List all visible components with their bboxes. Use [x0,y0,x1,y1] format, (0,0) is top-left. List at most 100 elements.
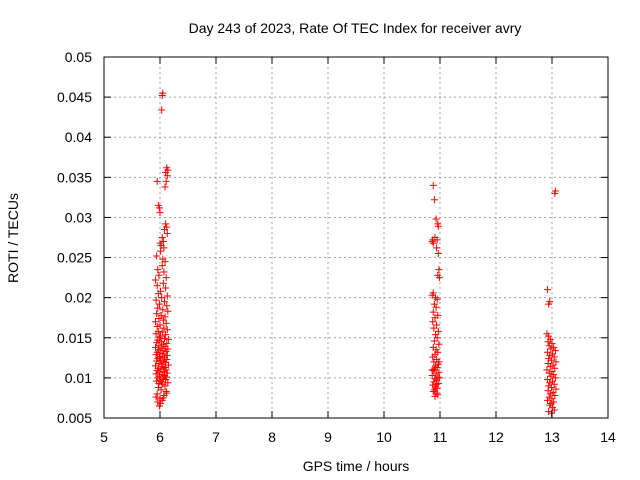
data-point [545,332,553,340]
data-point [547,345,555,353]
data-point [430,300,438,308]
data-point [155,271,163,279]
data-point [160,244,168,252]
data-point [546,379,554,387]
data-point [430,196,438,204]
y-tick-label: 0.045 [57,89,92,105]
data-point [162,220,170,228]
x-tick-label: 9 [324,429,332,445]
data-point [158,92,166,100]
y-tick-label: 0.03 [65,209,92,225]
data-point [159,306,167,314]
data-point [155,380,163,388]
data-point [157,247,165,255]
data-point [547,372,555,380]
data-point [435,358,443,366]
x-tick-label: 13 [544,429,560,445]
x-tick-label: 7 [212,429,220,445]
data-point [433,295,441,303]
data-point [158,106,166,114]
data-point [161,382,169,390]
data-point [163,302,171,310]
grid [104,57,608,418]
data-point [545,300,553,308]
data-point [153,390,161,398]
data-point [433,236,441,244]
data-point [431,375,439,383]
data-point [161,313,169,321]
data-point [435,374,443,382]
data-point [544,338,552,346]
x-tick-label: 11 [433,429,448,445]
data-point [432,303,440,311]
y-tick-label: 0.015 [57,330,92,346]
data-point [546,351,554,359]
data-point [162,319,170,327]
chart-title: Day 243 of 2023, Rate Of TEC Index for r… [189,20,522,36]
data-point [162,177,170,185]
data-point [152,276,160,284]
data-point [163,326,171,334]
data-point [161,183,169,191]
data-point [548,395,556,403]
y-axis-label: ROTI / TECUs [5,193,21,283]
data-point [154,290,162,298]
data-point [428,238,436,246]
data-points [152,89,560,417]
data-point [164,335,172,343]
x-tick-label: 14 [600,429,616,445]
data-point [153,282,161,290]
data-point [432,389,440,397]
data-point [160,225,168,233]
data-point [153,252,161,260]
data-point [164,307,172,315]
data-point [152,393,160,401]
data-point [159,279,167,287]
y-tick-label: 0.035 [57,169,92,185]
data-point [433,244,441,252]
data-point [547,400,555,408]
data-point [429,308,437,316]
data-point [155,204,163,212]
x-tick-labels: 5 6 7 8 9 10 11 12 13 14 [100,429,616,445]
data-point [428,366,436,374]
data-point [435,266,443,274]
y-tick-label: 0.02 [65,290,92,306]
data-point [429,318,437,326]
data-point [159,238,167,246]
data-point [432,362,440,370]
data-point [430,386,438,394]
data-point [153,310,161,318]
data-point [433,380,441,388]
data-point [152,296,160,304]
y-tick-label: 0.01 [65,370,92,386]
data-point [153,323,161,331]
data-point [163,339,171,347]
data-point [155,315,163,323]
data-point [155,300,163,308]
data-point [155,372,163,380]
x-tick-label: 12 [488,429,504,445]
data-point [163,172,171,180]
x-tick-label: 6 [156,429,164,445]
data-point [158,294,166,302]
data-point [547,384,555,392]
data-point [434,222,442,230]
data-point [160,367,168,375]
data-point [547,356,555,364]
data-point [162,169,170,177]
data-point [431,392,439,400]
data-point [163,229,171,237]
data-point [157,376,165,384]
data-point [157,386,165,394]
data-point [163,389,171,397]
data-point [155,353,163,361]
data-point [154,304,162,312]
data-point [157,332,165,340]
x-tick-label: 10 [376,429,392,445]
axis-ticks [103,56,609,419]
data-point [429,181,437,189]
data-point [160,298,168,306]
data-point [158,234,166,241]
